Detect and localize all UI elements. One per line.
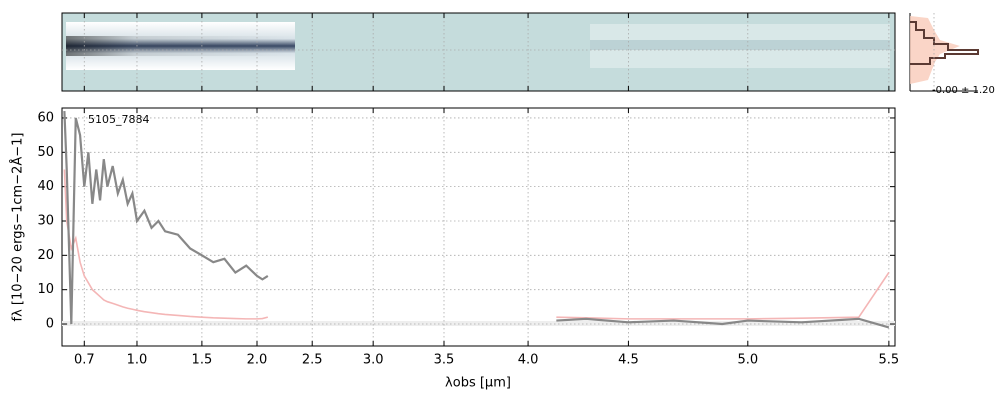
y-tick-label: 60 [37, 110, 54, 125]
profile-panel: -0.00 ± 1.20 [909, 13, 995, 96]
series-line [556, 317, 890, 329]
plot-frame [61, 107, 896, 347]
x-tick-label: 0.7 [74, 353, 95, 368]
x-tick-label: 1.0 [127, 353, 148, 368]
plot-area [63, 111, 890, 329]
x-tick-label: 2.0 [247, 353, 268, 368]
zero-band [62, 321, 895, 326]
x-tick-label: 5.0 [737, 353, 758, 368]
y-tick-label: 50 [37, 145, 54, 160]
y-axis-label: fλ [10−20 ergs−1cm−2Å−1] [10, 133, 26, 322]
y-tick-label: 10 [37, 282, 54, 297]
x-tick-label: 2.5 [302, 353, 323, 368]
profile-label: -0.00 ± 1.20 [932, 85, 995, 96]
spectrum-2d [61, 12, 896, 92]
series-line [63, 111, 269, 325]
x-axis-label: λobs [μm] [445, 376, 511, 391]
y-tick-label: 20 [37, 248, 54, 263]
x-tick-label: 4.0 [518, 353, 539, 368]
y-tick-label: 40 [37, 179, 54, 194]
y-tick-label: 30 [37, 213, 54, 228]
y-tick-label: 0 [46, 317, 54, 332]
x-tick-label: 1.5 [192, 353, 213, 368]
annotation: 5105_7884 [88, 113, 150, 126]
x-tick-label: 5.5 [879, 353, 900, 368]
x-tick-label: 3.0 [363, 353, 384, 368]
x-tick-label: 3.5 [434, 353, 455, 368]
series-line [556, 272, 890, 320]
x-tick-label: 4.5 [618, 353, 639, 368]
series-line [63, 169, 269, 320]
